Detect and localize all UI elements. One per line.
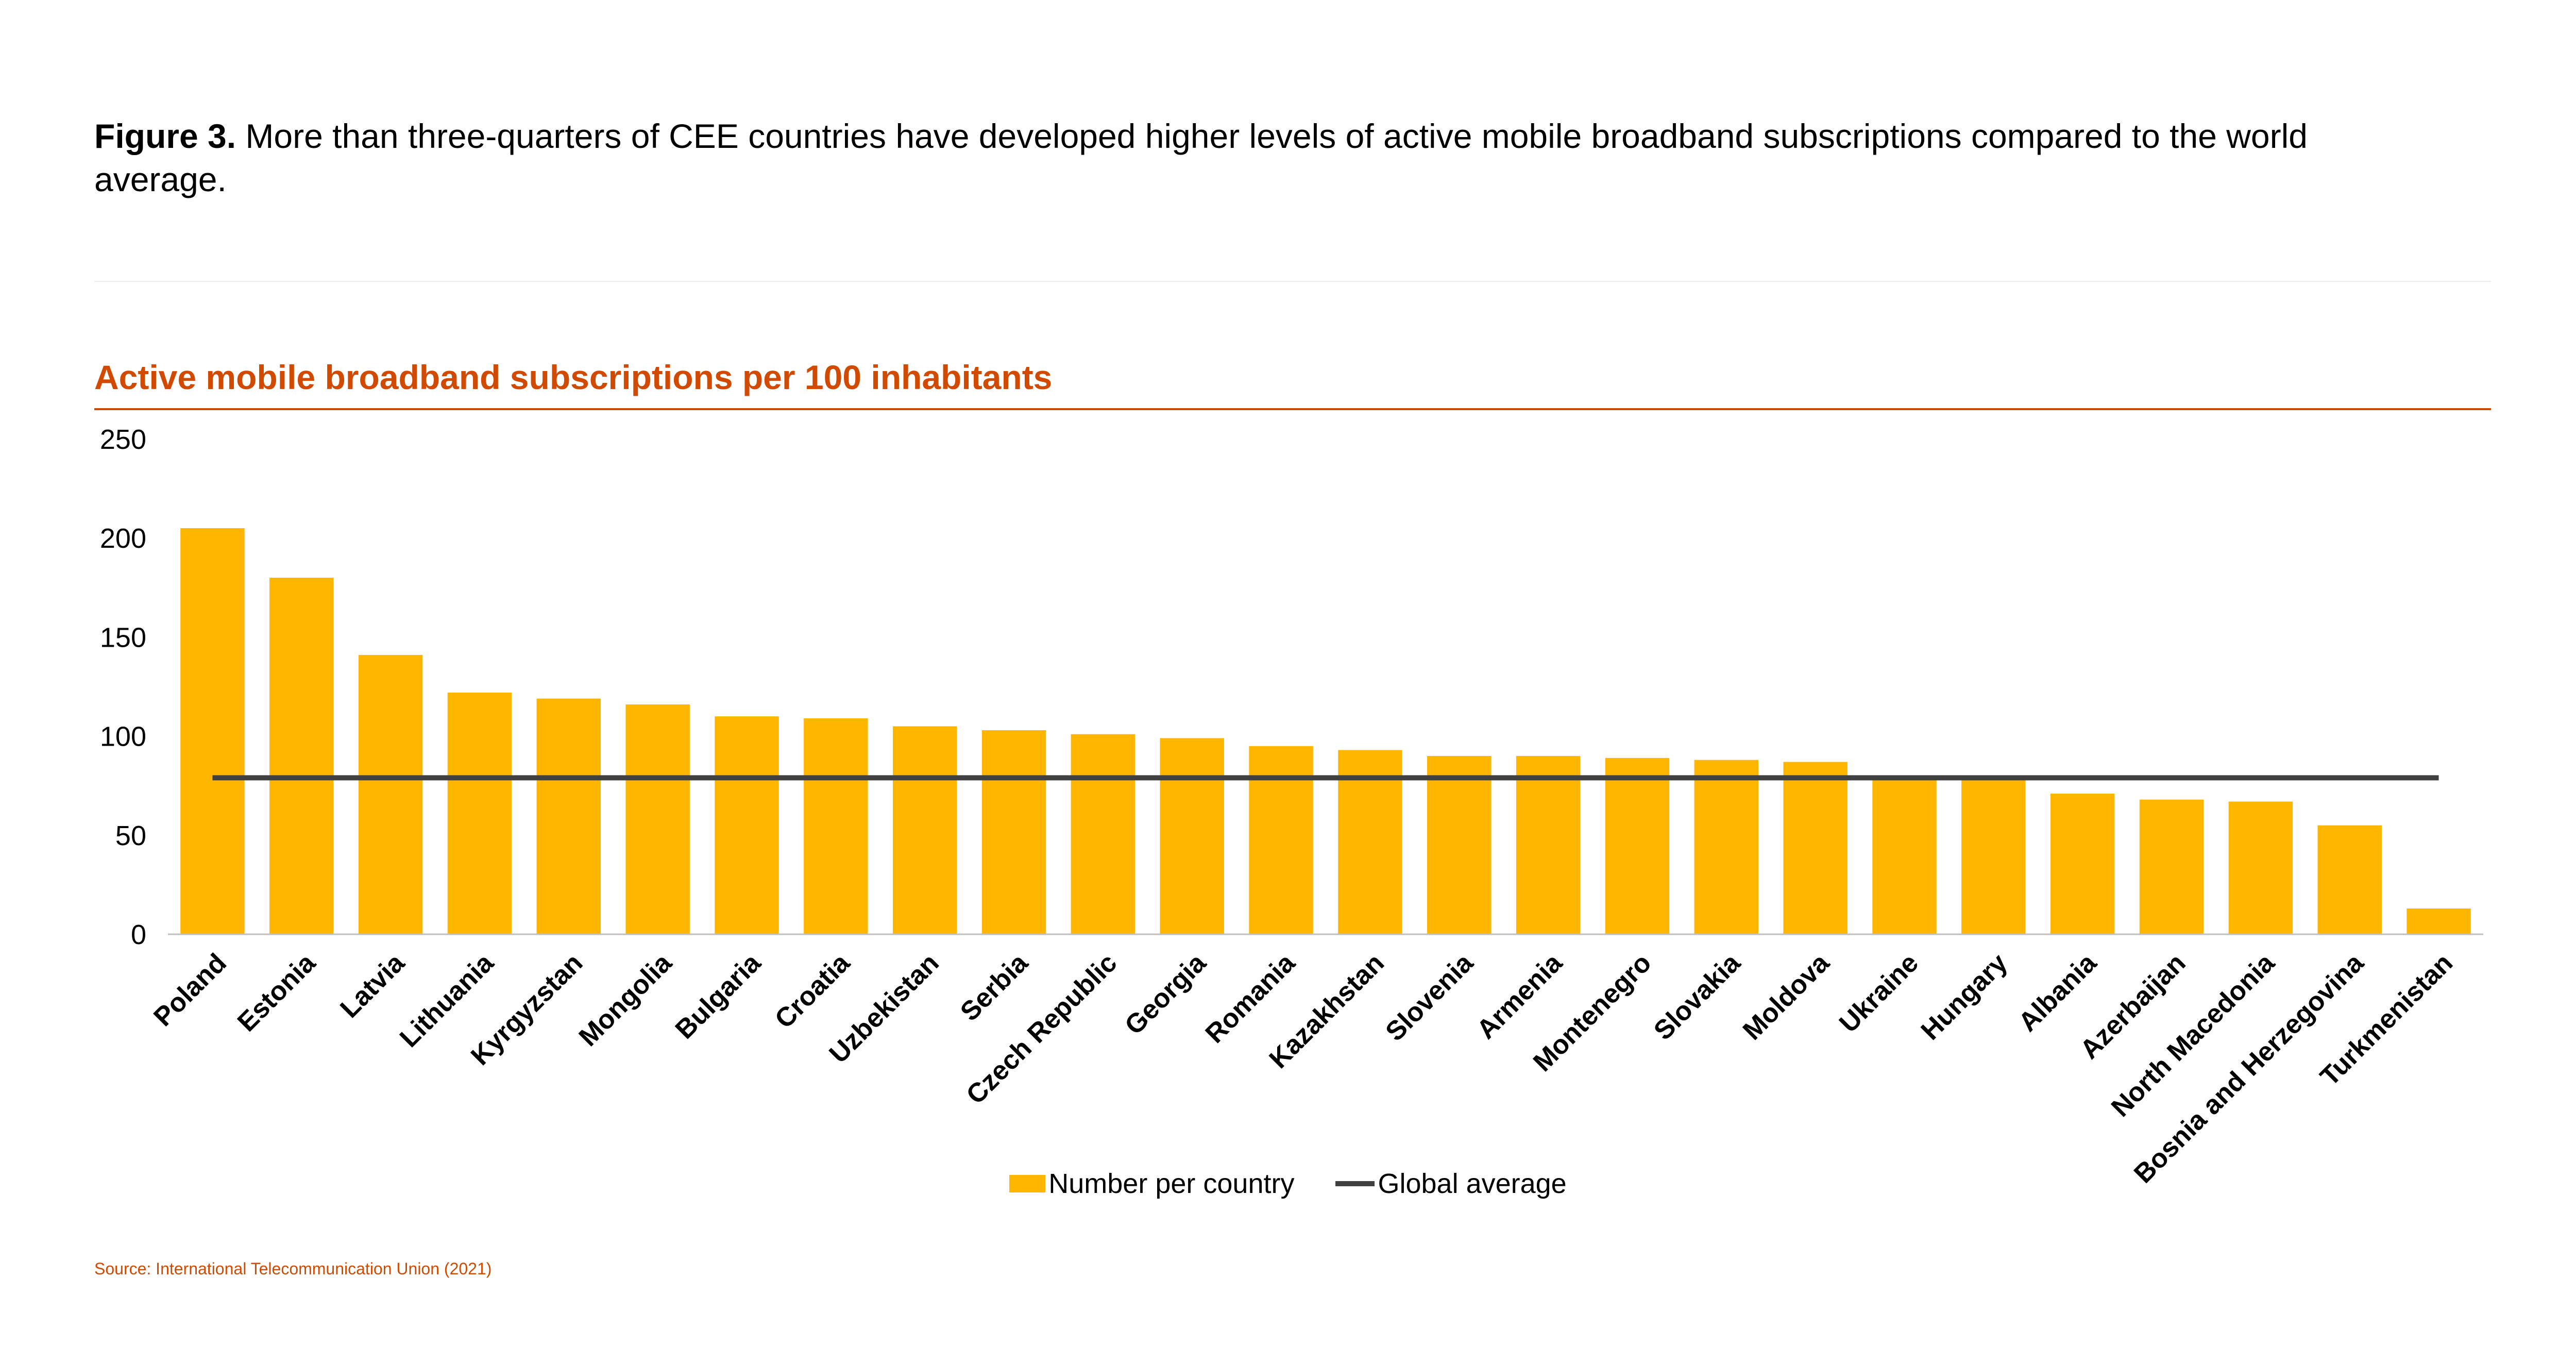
bar-lithuania xyxy=(447,693,512,934)
bar-slovakia xyxy=(1694,760,1759,934)
legend: Number per country Global average xyxy=(0,1166,2576,1202)
y-tick-label: 200 xyxy=(100,523,146,554)
bar-czech-republic xyxy=(1071,734,1136,934)
chart-title: Active mobile broadband subscriptions pe… xyxy=(94,358,1053,396)
x-tick-label: Albania xyxy=(2013,948,2103,1038)
x-tick-label: Ukraine xyxy=(1834,948,1924,1038)
x-tick-label: Croatia xyxy=(769,948,856,1034)
bar-albania xyxy=(2050,794,2115,934)
bar-kyrgyzstan xyxy=(536,698,601,934)
bar-kazakhstan xyxy=(1338,750,1402,934)
y-tick-label: 0 xyxy=(131,919,146,950)
y-tick-label: 150 xyxy=(100,622,146,653)
bar-montenegro xyxy=(1605,758,1670,934)
bar-mongolia xyxy=(625,704,690,934)
bar-hungary xyxy=(1961,778,2026,934)
x-tick-label: North Macedonia xyxy=(2106,948,2281,1123)
bars-group xyxy=(180,528,2471,934)
x-tick-label: Estonia xyxy=(232,948,322,1038)
legend-swatch-line xyxy=(1335,1181,1375,1186)
figure-caption-text: More than three-quarters of CEE countrie… xyxy=(94,117,2308,198)
figure-caption: Figure 3. More than three-quarters of CE… xyxy=(94,114,2310,201)
x-tick-label: Mongolia xyxy=(573,948,678,1052)
top-divider xyxy=(94,281,2491,282)
x-tick-label: Georgia xyxy=(1119,948,1212,1041)
bar-croatia xyxy=(804,718,868,934)
source-note: Source: International Telecommunication … xyxy=(94,1259,492,1278)
bar-romania xyxy=(1249,746,1313,934)
bar-georgia xyxy=(1160,738,1224,934)
bar-bosnia-and-herzegovina xyxy=(2317,825,2382,934)
bar-slovenia xyxy=(1427,756,1492,934)
x-tick-label: Latvia xyxy=(334,948,411,1024)
title-rule xyxy=(94,408,2491,410)
x-tick-label: Poland xyxy=(148,948,232,1032)
x-tick-label: Moldova xyxy=(1737,948,1836,1046)
y-tick-label: 100 xyxy=(100,721,146,752)
legend-swatch-bar xyxy=(1009,1175,1046,1192)
legend-label-bars: Number per country xyxy=(1048,1168,1295,1199)
x-tick-label: Slovakia xyxy=(1648,948,1747,1046)
x-tick-label: Serbia xyxy=(955,948,1034,1027)
x-tick-label: Czech Republic xyxy=(961,948,1123,1110)
figure-label: Figure 3. xyxy=(94,117,236,155)
y-tick-label: 250 xyxy=(100,424,146,455)
legend-item-bars: Number per country xyxy=(1009,1168,1294,1200)
bar-north-macedonia xyxy=(2228,801,2293,934)
bar-moldova xyxy=(1783,762,1848,934)
legend-item-average: Global average xyxy=(1335,1168,1567,1200)
x-tick-label: Slovenia xyxy=(1380,948,1480,1047)
bar-serbia xyxy=(981,730,1046,934)
legend-label-average: Global average xyxy=(1378,1168,1567,1199)
bar-bulgaria xyxy=(715,716,779,934)
x-tick-label: Bulgaria xyxy=(670,948,767,1045)
x-tick-label: Hungary xyxy=(1916,948,2013,1046)
bar-armenia xyxy=(1516,756,1581,934)
bar-estonia xyxy=(269,578,334,934)
bar-uzbekistan xyxy=(892,726,957,934)
x-axis-labels: Poland Estonia LatviaLithuaniaKyrgyzstanMo… xyxy=(148,948,2459,1189)
bar-azerbaijan xyxy=(2139,799,2204,934)
y-axis-ticks: 0 50 100 150 200 250 xyxy=(100,424,146,950)
y-tick-label: 50 xyxy=(115,820,146,851)
bar-ukraine xyxy=(1872,778,1937,934)
bar-poland xyxy=(180,528,245,934)
bar-turkmenistan xyxy=(2406,908,2471,934)
bar-latvia xyxy=(358,654,423,934)
